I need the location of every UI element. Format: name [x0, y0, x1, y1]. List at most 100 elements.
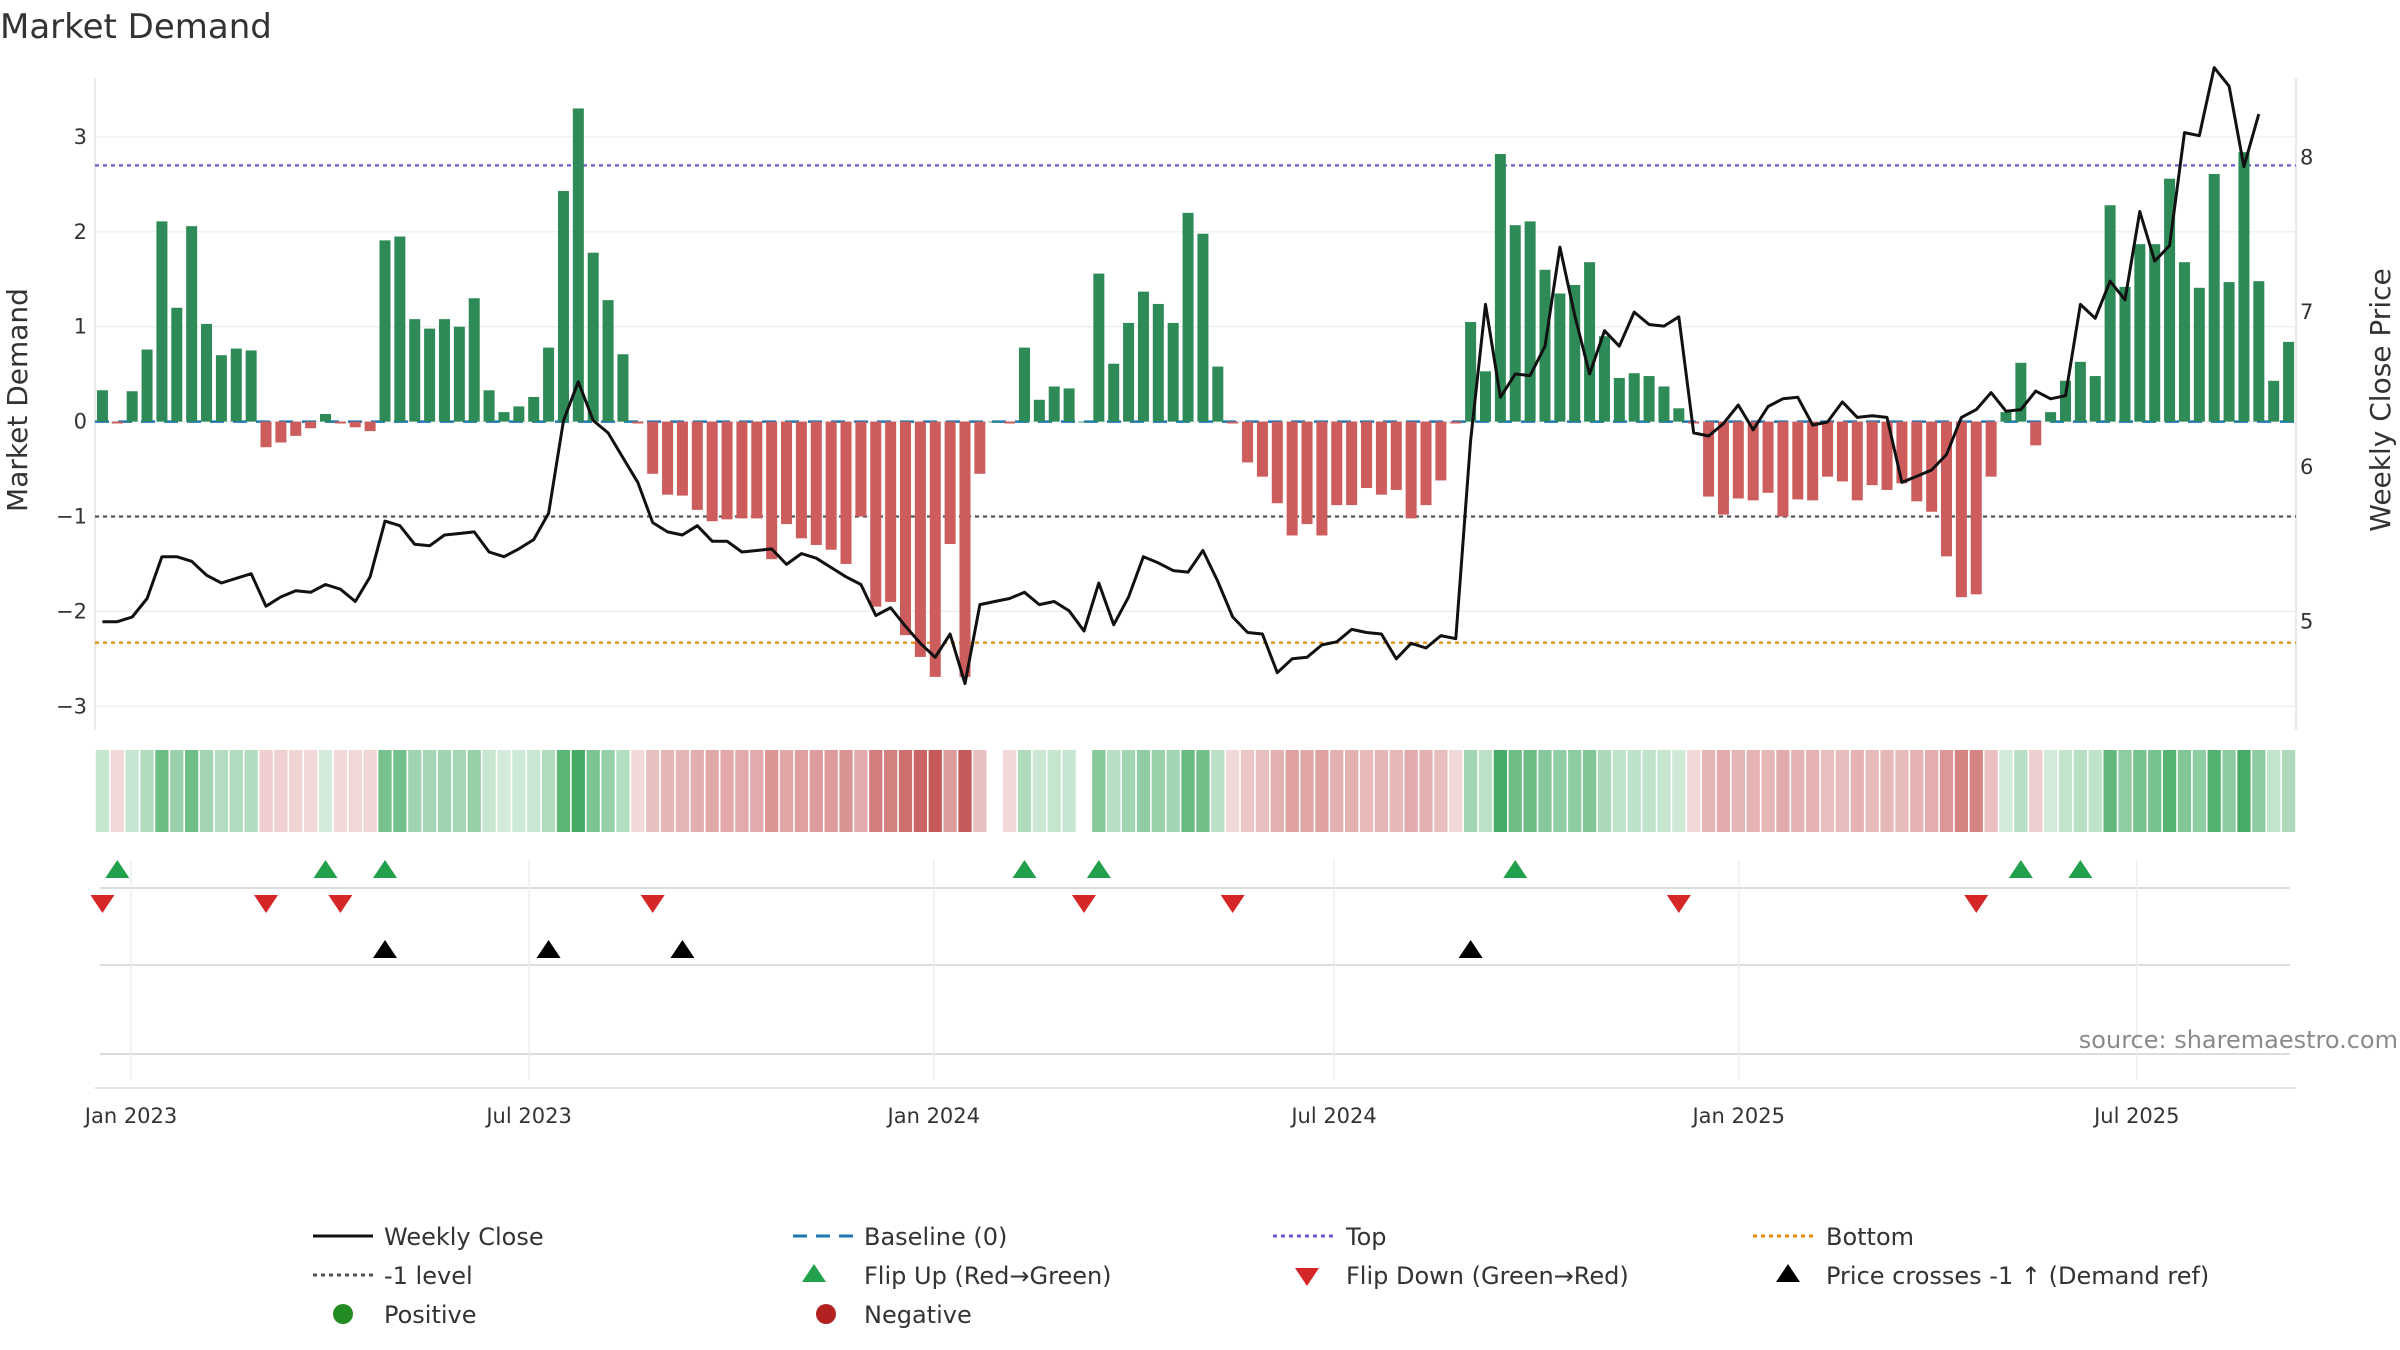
- heat-cell: [467, 750, 481, 832]
- demand-bar: [1673, 408, 1685, 422]
- demand-bar: [855, 421, 867, 517]
- heat-cell: [437, 750, 452, 832]
- demand-bars: [96, 108, 2295, 677]
- demand-bar: [1836, 421, 1848, 482]
- heat-cell: [274, 750, 288, 832]
- heat-cell: [1553, 750, 1567, 832]
- demand-bar: [572, 108, 584, 422]
- heat-cell: [1672, 750, 1686, 832]
- demand-bar: [557, 191, 569, 422]
- y-axis-title: Market Demand: [1, 288, 34, 512]
- y-tick-label: −2: [56, 599, 87, 623]
- demand-bar: [1613, 377, 1625, 422]
- heat-cell: [155, 750, 169, 832]
- heat-cell: [1285, 750, 1299, 832]
- demand-bar: [1703, 421, 1715, 497]
- demand-bar: [2193, 287, 2205, 422]
- heat-cell: [1746, 750, 1760, 832]
- y-tick-label: 0: [74, 410, 87, 434]
- heat-cell: [1434, 750, 1448, 832]
- demand-bar: [305, 421, 317, 429]
- heat-cell: [1151, 750, 1165, 832]
- demand-bar: [691, 421, 703, 510]
- heat-cell: [1657, 750, 1671, 832]
- ref-lines: [95, 164, 2296, 644]
- heat-cell: [2281, 750, 2296, 832]
- heat-cell: [2014, 750, 2028, 832]
- demand-bar: [1018, 347, 1030, 422]
- heat-cell: [170, 750, 184, 832]
- heat-cell: [304, 750, 318, 832]
- demand-bar: [1985, 421, 1997, 477]
- demand-bar: [1435, 421, 1447, 481]
- demand-bar: [1896, 421, 1908, 484]
- heat-cell: [1136, 750, 1151, 832]
- legend-label-positive: Positive: [384, 1301, 477, 1329]
- heat-cell: [1523, 750, 1537, 832]
- heat-cell: [482, 750, 496, 832]
- demand-bar: [424, 328, 436, 422]
- demand-bar: [453, 326, 465, 422]
- demand-bar: [2149, 244, 2161, 422]
- demand-bar: [1048, 386, 1060, 422]
- price-cross-marker-icon: [536, 940, 561, 958]
- price-line: [102, 66, 2261, 686]
- demand-bar: [2283, 341, 2295, 422]
- heat-cell: [1240, 750, 1255, 832]
- heat-cell: [1791, 750, 1805, 832]
- price-cross-marker-icon: [670, 940, 695, 958]
- heat-cell: [229, 750, 243, 832]
- demand-bar: [1926, 421, 1938, 512]
- heat-cell: [541, 750, 556, 832]
- heat-cell: [646, 750, 660, 832]
- heat-cell: [1330, 750, 1344, 832]
- legend-label-bottom: Bottom: [1826, 1223, 1914, 1251]
- heat-cell: [318, 750, 333, 832]
- heat-cell: [2043, 750, 2058, 832]
- x-tick-label: Jan 2025: [1690, 1104, 1785, 1128]
- heat-cell: [2148, 750, 2162, 832]
- heat-cell: [675, 750, 690, 832]
- heat-cell: [1642, 750, 1656, 832]
- flip-up-marker-icon: [2068, 860, 2093, 878]
- demand-bar: [647, 421, 659, 474]
- demand-bar: [141, 349, 153, 422]
- demand-bar: [1732, 421, 1744, 499]
- heat-cell: [1954, 750, 1969, 832]
- demand-bar: [1911, 421, 1923, 502]
- demand-bar: [1242, 421, 1254, 463]
- heat-cell: [1315, 750, 1329, 832]
- flip-down-marker-icon: [254, 895, 279, 913]
- heat-cell: [452, 750, 466, 832]
- demand-bar: [2164, 178, 2176, 422]
- demand-bar: [528, 396, 540, 422]
- heat-cell: [1880, 750, 1894, 832]
- heat-cell: [556, 750, 571, 832]
- demand-bar: [944, 421, 956, 545]
- heat-cell: [1687, 750, 1701, 832]
- heat-cell: [2222, 750, 2236, 832]
- demand-bar: [409, 319, 421, 422]
- heat-cell: [1835, 750, 1850, 832]
- heat-cell: [110, 750, 124, 832]
- heat-cell: [1181, 750, 1195, 832]
- heat-cell: [1211, 750, 1225, 832]
- demand-bar: [1717, 421, 1729, 515]
- heat-cell: [2118, 750, 2132, 832]
- demand-bar: [290, 421, 302, 436]
- source-text: source: sharemaestro.com: [2079, 1026, 2398, 1054]
- demand-bar: [334, 421, 346, 424]
- flip-up-marker-icon: [1086, 860, 1111, 878]
- heat-cell: [378, 750, 392, 832]
- heat-cell: [1865, 750, 1879, 832]
- heat-cell: [1062, 750, 1076, 832]
- demand-bar: [2223, 282, 2235, 422]
- demand-bar: [1569, 284, 1581, 422]
- flip-down-marker-icon: [1666, 895, 1691, 913]
- heat-cell: [244, 750, 258, 832]
- heat-cell: [1255, 750, 1270, 832]
- heat-cell: [1925, 750, 1939, 832]
- x-tick-label: Jul 2023: [484, 1104, 571, 1128]
- demand-bar: [2015, 362, 2027, 422]
- heat-cell: [1895, 750, 1909, 832]
